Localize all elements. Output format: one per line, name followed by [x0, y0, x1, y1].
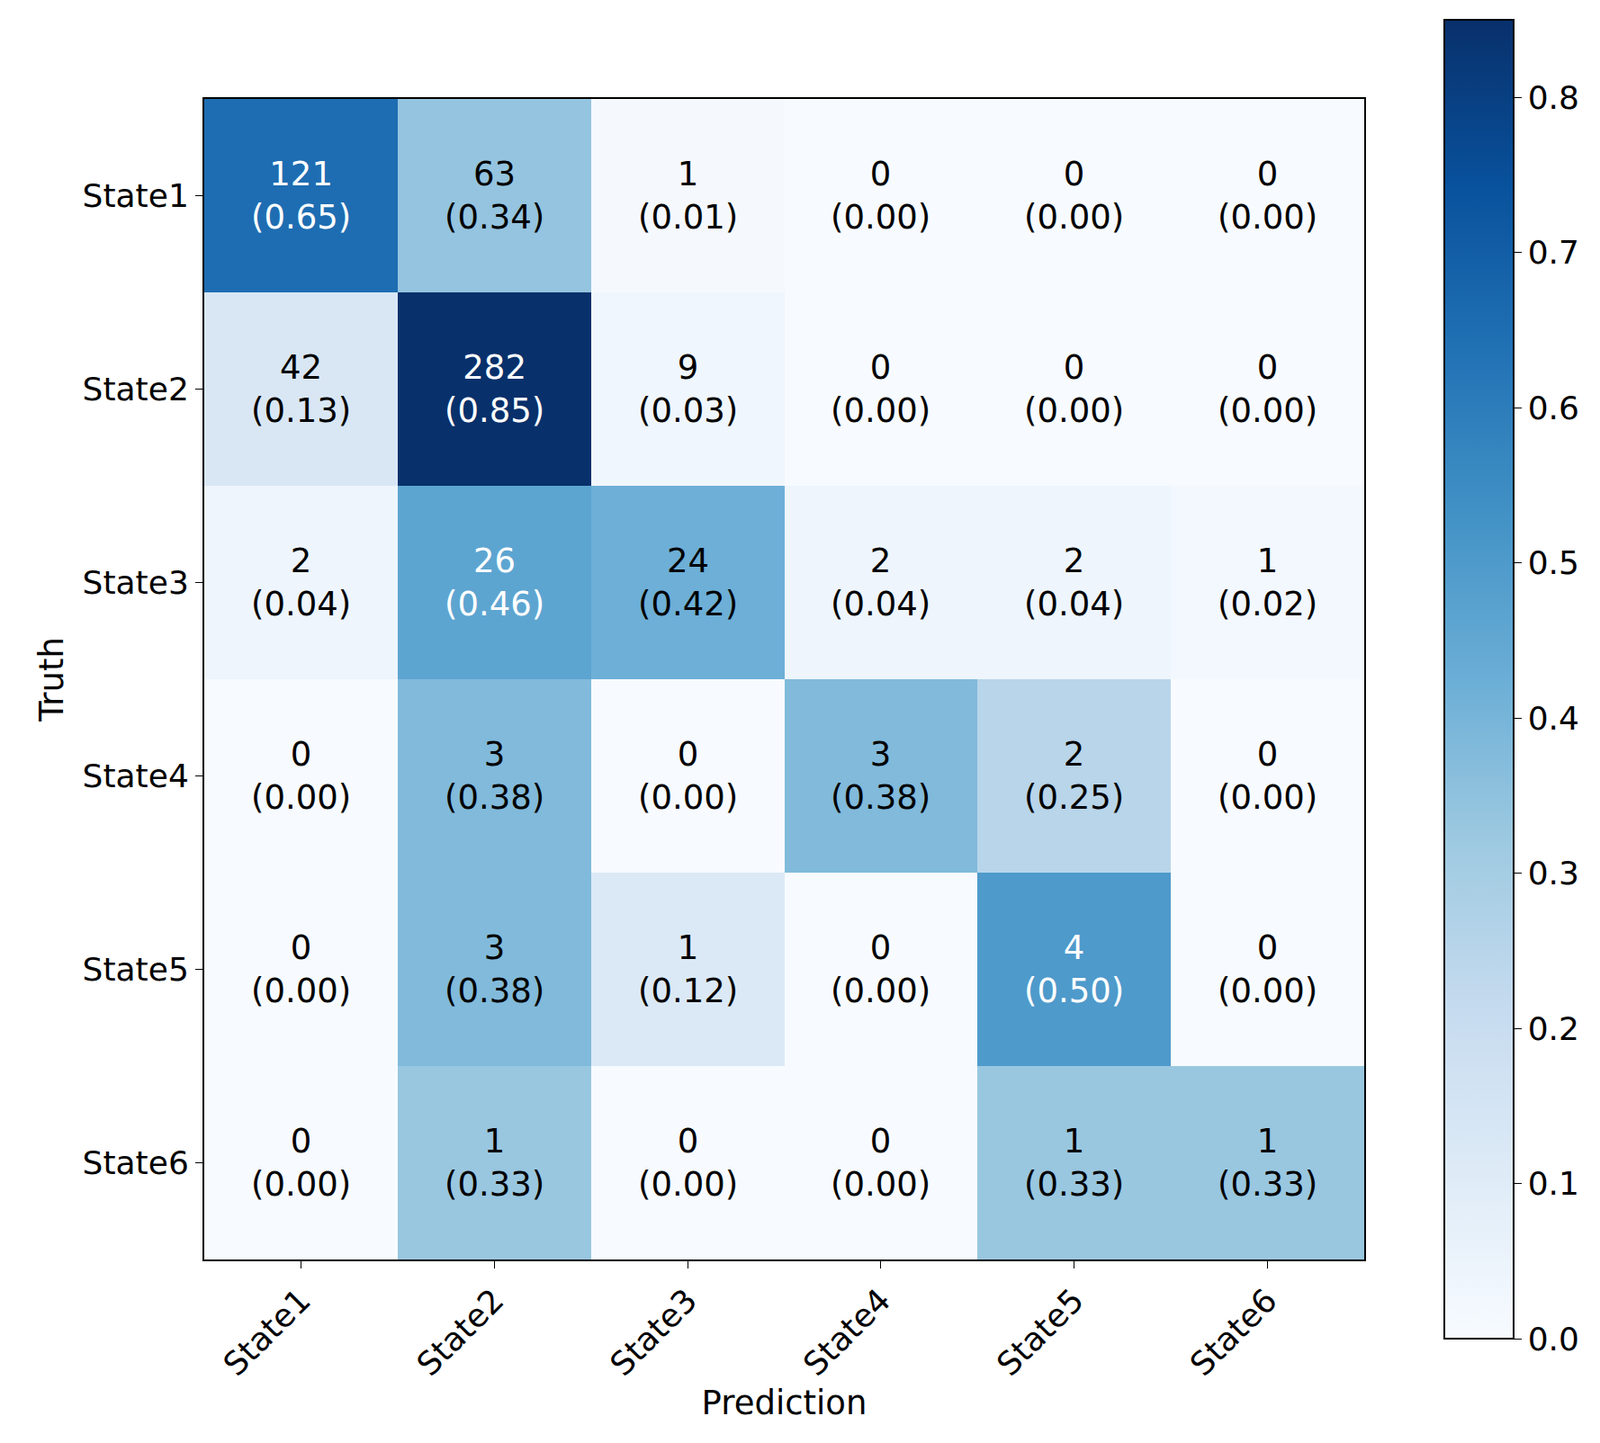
- svg-text:State5: State5: [989, 1282, 1092, 1385]
- svg-text:3(0.38): 3(0.38): [444, 928, 545, 1011]
- svg-text:0(0.00): 0(0.00): [1217, 348, 1318, 431]
- svg-text:0(0.00): 0(0.00): [1217, 735, 1318, 818]
- svg-text:State6: State6: [1182, 1282, 1285, 1385]
- svg-text:2(0.04): 2(0.04): [251, 541, 351, 624]
- svg-text:0(0.00): 0(0.00): [830, 928, 931, 1011]
- svg-text:1(0.01): 1(0.01): [638, 154, 738, 237]
- svg-text:0(0.00): 0(0.00): [638, 1122, 738, 1205]
- svg-text:2(0.04): 2(0.04): [830, 541, 931, 624]
- svg-text:0(0.00): 0(0.00): [251, 735, 351, 818]
- svg-text:3(0.38): 3(0.38): [830, 735, 931, 818]
- svg-text:121(0.65): 121(0.65): [251, 154, 351, 237]
- svg-text:1(0.33): 1(0.33): [1217, 1122, 1318, 1205]
- svg-text:State1: State1: [82, 177, 189, 215]
- svg-text:1(0.33): 1(0.33): [1024, 1122, 1124, 1205]
- svg-text:0(0.00): 0(0.00): [1024, 348, 1124, 431]
- svg-text:0(0.00): 0(0.00): [638, 735, 738, 818]
- svg-text:0(0.00): 0(0.00): [830, 348, 931, 431]
- svg-text:2(0.25): 2(0.25): [1024, 735, 1124, 818]
- svg-text:State2: State2: [409, 1282, 512, 1385]
- svg-text:282(0.85): 282(0.85): [444, 348, 545, 431]
- svg-text:State4: State4: [796, 1282, 899, 1385]
- svg-text:3(0.38): 3(0.38): [444, 735, 545, 818]
- svg-text:0(0.00): 0(0.00): [830, 154, 931, 237]
- svg-text:0.0: 0.0: [1528, 1321, 1580, 1358]
- svg-text:9(0.03): 9(0.03): [638, 348, 738, 431]
- svg-text:0.5: 0.5: [1528, 544, 1580, 582]
- svg-text:State6: State6: [82, 1144, 189, 1182]
- svg-text:0(0.00): 0(0.00): [1024, 154, 1124, 237]
- svg-text:Prediction: Prediction: [701, 1384, 868, 1423]
- svg-text:State1: State1: [215, 1282, 318, 1385]
- svg-text:State3: State3: [82, 564, 189, 602]
- svg-text:State5: State5: [82, 951, 189, 989]
- svg-text:1(0.02): 1(0.02): [1217, 541, 1318, 624]
- svg-text:0.4: 0.4: [1528, 700, 1580, 738]
- svg-text:0.7: 0.7: [1528, 233, 1580, 271]
- svg-text:State3: State3: [602, 1282, 705, 1385]
- svg-text:26(0.46): 26(0.46): [444, 541, 545, 624]
- svg-text:0.8: 0.8: [1528, 79, 1580, 117]
- svg-text:0.1: 0.1: [1528, 1165, 1580, 1203]
- svg-text:24(0.42): 24(0.42): [638, 541, 738, 624]
- svg-text:0(0.00): 0(0.00): [1217, 154, 1318, 237]
- svg-text:1(0.12): 1(0.12): [638, 928, 738, 1011]
- svg-text:1(0.33): 1(0.33): [444, 1122, 545, 1205]
- svg-text:42(0.13): 42(0.13): [251, 348, 351, 431]
- svg-text:0(0.00): 0(0.00): [251, 928, 351, 1011]
- svg-text:63(0.34): 63(0.34): [444, 154, 545, 237]
- svg-text:0.3: 0.3: [1528, 854, 1580, 892]
- svg-text:State4: State4: [82, 757, 189, 795]
- svg-text:0.2: 0.2: [1528, 1010, 1580, 1048]
- svg-text:Truth: Truth: [32, 637, 72, 723]
- svg-text:2(0.04): 2(0.04): [1024, 541, 1124, 624]
- svg-text:0(0.00): 0(0.00): [251, 1122, 351, 1205]
- svg-text:0(0.00): 0(0.00): [1217, 928, 1318, 1011]
- svg-text:0.6: 0.6: [1528, 389, 1580, 427]
- svg-text:4(0.50): 4(0.50): [1024, 928, 1124, 1011]
- svg-text:State2: State2: [82, 370, 189, 408]
- svg-text:0(0.00): 0(0.00): [830, 1122, 931, 1205]
